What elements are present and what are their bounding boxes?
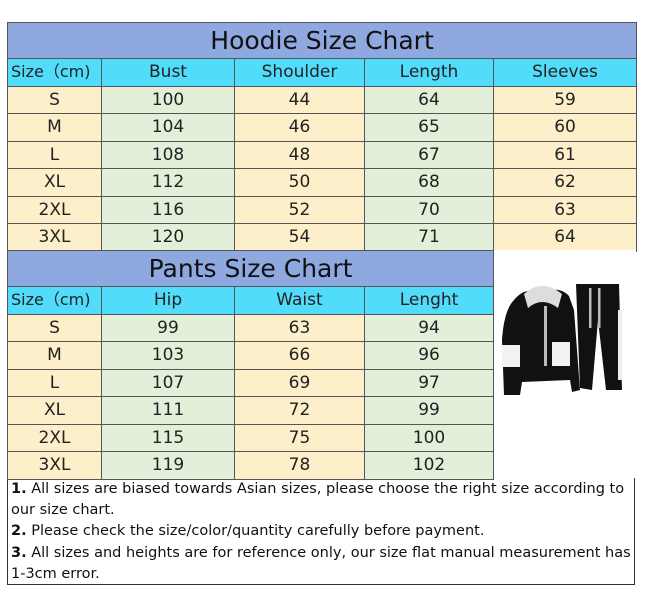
table-row: 3XL 120 54 71 64 xyxy=(7,223,638,252)
tracksuit-image-icon xyxy=(502,284,622,395)
table-cell: 72 xyxy=(234,396,365,425)
hoodie-size-table: Hoodie Size Chart Size（cm) Bust Shoulder Le… xyxy=(6,22,638,252)
table-cell: 64 xyxy=(364,85,494,114)
table-cell: 60 xyxy=(492,113,638,142)
table-cell: 120 xyxy=(101,223,235,252)
note-2: 2. Please check the size/color/quantity … xyxy=(11,521,632,542)
header-row: Size（cm) Hip Waist Lenght xyxy=(7,286,495,315)
table-cell: 108 xyxy=(101,140,235,169)
table-cell: 99 xyxy=(363,396,495,425)
table-cell: 48 xyxy=(234,140,365,169)
note-text: All sizes are biased towards Asian sizes… xyxy=(11,481,625,519)
table-cell: 63 xyxy=(492,195,638,224)
column-header: Hip xyxy=(101,286,235,315)
table-row: S 100 44 64 59 xyxy=(7,85,638,114)
pants-title: Pants Size Chart xyxy=(6,250,495,287)
table-row: L 108 48 67 61 xyxy=(7,140,638,169)
note-number: 2. xyxy=(11,523,27,540)
table-row: M 104 46 65 60 xyxy=(7,113,638,142)
table-cell: 100 xyxy=(101,85,235,114)
table-cell: 94 xyxy=(363,313,495,342)
table-cell: 97 xyxy=(363,368,495,397)
column-header: Lenght xyxy=(363,286,495,315)
table-cell: 62 xyxy=(492,168,638,197)
size-label: XL xyxy=(7,168,102,197)
table-row: XL 112 50 68 62 xyxy=(7,168,638,197)
note-number: 1. xyxy=(11,481,27,497)
pants-size-table: Pants Size Chart Size（cm) Hip Waist Lenght S… xyxy=(6,250,495,480)
table-row: XL 111 72 99 xyxy=(7,396,495,425)
table-cell: 67 xyxy=(364,140,494,169)
size-label: 3XL xyxy=(7,451,102,480)
table-cell: 100 xyxy=(363,423,495,452)
table-cell: 52 xyxy=(234,195,365,224)
header-row: Size（cm) Bust Shoulder Length Sleeves xyxy=(7,58,638,87)
table-cell: 96 xyxy=(363,341,495,370)
table-cell: 104 xyxy=(101,113,235,142)
table-cell: 50 xyxy=(234,168,365,197)
size-label: XL xyxy=(7,396,102,425)
table-cell: 103 xyxy=(101,341,235,370)
size-label: M xyxy=(7,113,102,142)
table-cell: 59 xyxy=(492,85,638,114)
table-row: S 99 63 94 xyxy=(7,313,495,342)
column-header: Waist xyxy=(234,286,365,315)
column-header: Length xyxy=(364,58,494,87)
table-cell: 64 xyxy=(492,223,638,252)
size-label: S xyxy=(7,85,102,114)
hoodie-title: Hoodie Size Chart xyxy=(6,22,638,59)
size-label: M xyxy=(7,341,102,370)
notes-section: 1. All sizes are biased towards Asian si… xyxy=(8,479,632,585)
note-1: 1. All sizes are biased towards Asian si… xyxy=(11,479,632,521)
note-text: All sizes and heights are for reference … xyxy=(11,544,631,582)
table-cell: 119 xyxy=(101,451,235,480)
size-label: L xyxy=(7,140,102,169)
table-cell: 63 xyxy=(234,313,365,342)
table-cell: 71 xyxy=(364,223,494,252)
table-cell: 116 xyxy=(101,195,235,224)
table-cell: 66 xyxy=(234,341,365,370)
table-cell: 61 xyxy=(492,140,638,169)
table-cell: 78 xyxy=(234,451,365,480)
size-label: 2XL xyxy=(7,195,102,224)
table-cell: 70 xyxy=(364,195,494,224)
table-row: L 107 69 97 xyxy=(7,368,495,397)
column-header: Sleeves xyxy=(492,58,638,87)
size-label: L xyxy=(7,368,102,397)
table-cell: 102 xyxy=(363,451,495,480)
column-header: Bust xyxy=(101,58,235,87)
table-cell: 69 xyxy=(234,368,365,397)
table-row: 2XL 115 75 100 xyxy=(7,423,495,452)
table-cell: 68 xyxy=(364,168,494,197)
hoodie-and-pants-product-photo xyxy=(493,250,636,478)
note-text: Please check the size/color/quantity car… xyxy=(26,523,485,540)
table-cell: 112 xyxy=(101,168,235,197)
column-header: Size（cm) xyxy=(7,58,102,87)
table-row: 3XL 119 78 102 xyxy=(7,451,495,480)
column-header: Shoulder xyxy=(234,58,365,87)
size-label: 2XL xyxy=(7,423,102,452)
table-cell: 75 xyxy=(234,423,365,452)
table-cell: 111 xyxy=(101,396,235,425)
table-cell: 99 xyxy=(101,313,235,342)
note-number: 3. xyxy=(11,544,27,561)
size-label: S xyxy=(7,313,102,342)
column-header: Size（cm) xyxy=(7,286,102,315)
table-cell: 54 xyxy=(234,223,365,252)
size-label: 3XL xyxy=(7,223,102,252)
table-cell: 115 xyxy=(101,423,235,452)
table-cell: 65 xyxy=(364,113,494,142)
table-row: M 103 66 96 xyxy=(7,341,495,370)
table-row: 2XL 116 52 70 63 xyxy=(7,195,638,224)
table-cell: 46 xyxy=(234,113,365,142)
note-3: 3. All sizes and heights are for referen… xyxy=(11,543,632,585)
table-cell: 107 xyxy=(101,368,235,397)
table-cell: 44 xyxy=(234,85,365,114)
